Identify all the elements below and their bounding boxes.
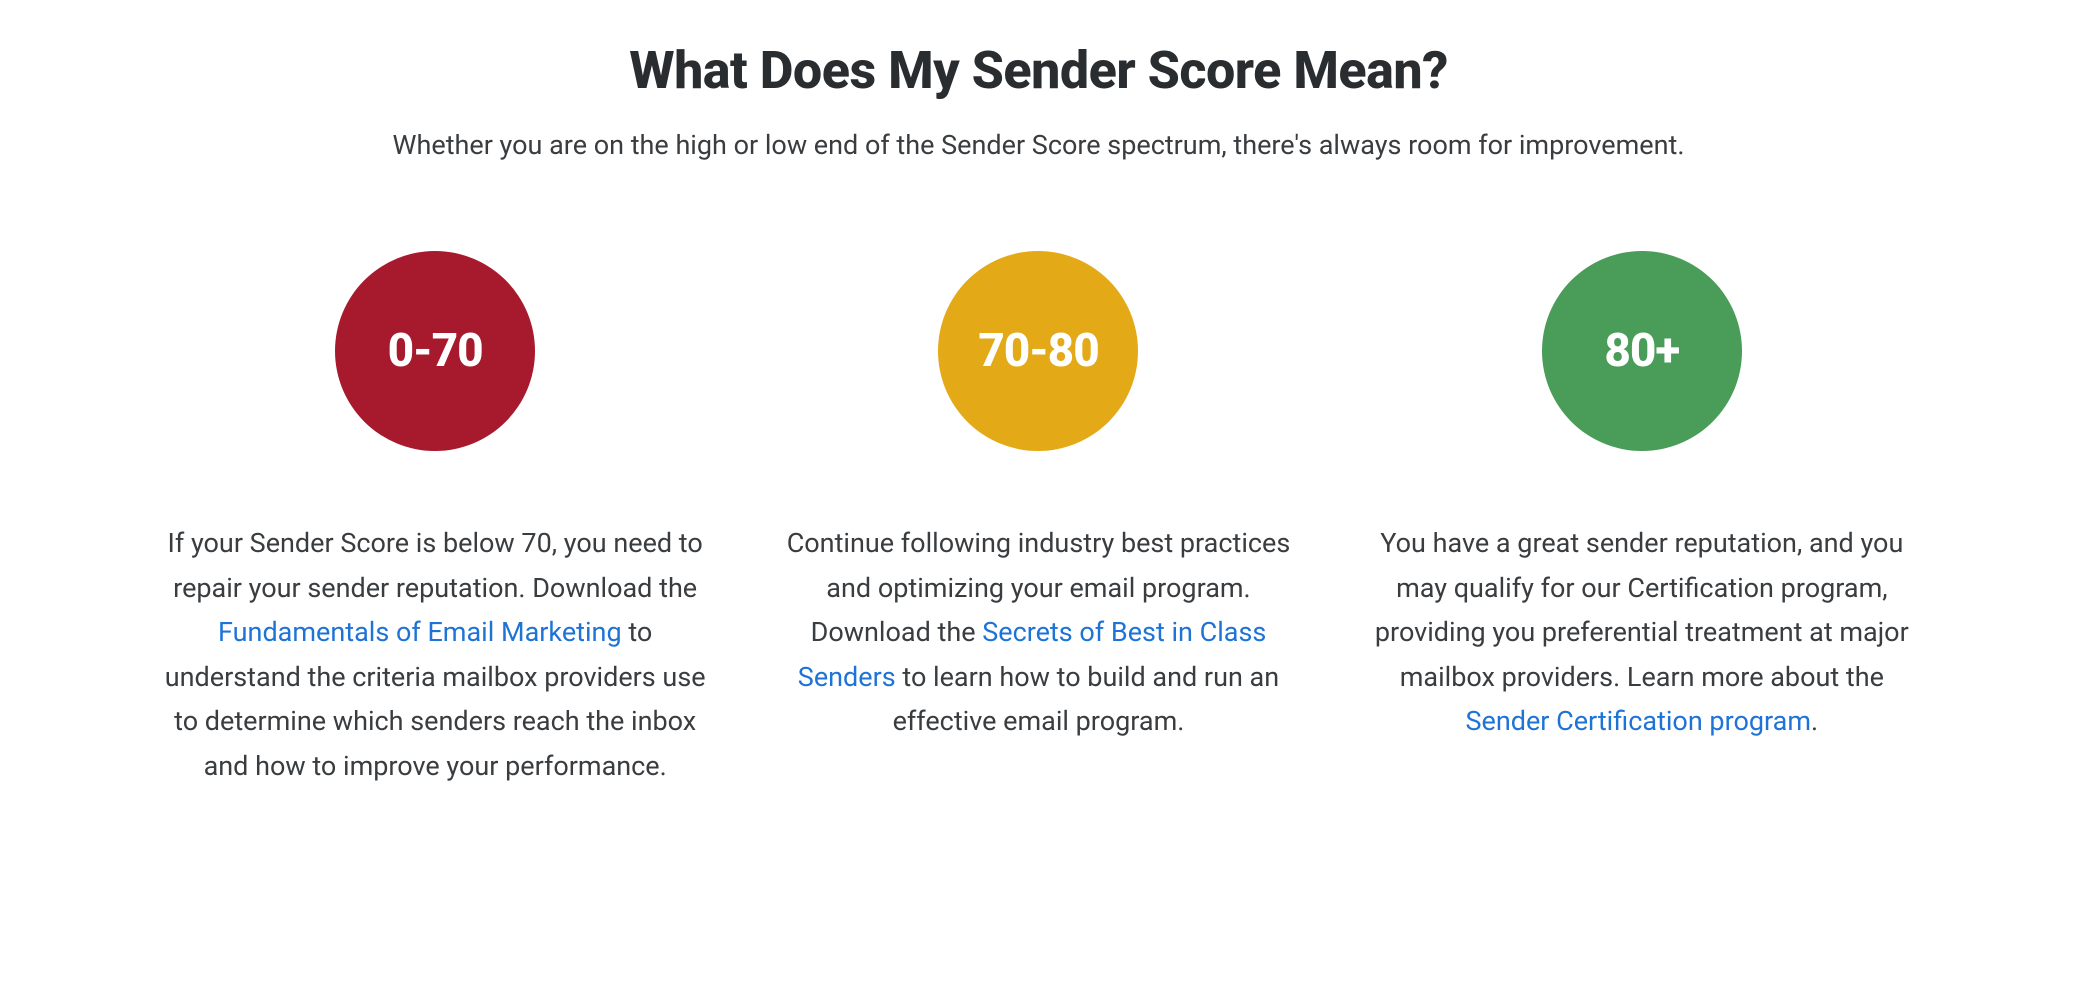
desc-text-before: You have a great sender reputation, and … <box>1375 527 1909 693</box>
score-column-mid: 70-80 Continue following industry best p… <box>767 251 1310 788</box>
score-badge-low: 0-70 <box>335 251 535 451</box>
desc-text-after: . <box>1811 705 1818 737</box>
desc-text-before: If your Sender Score is below 70, you ne… <box>168 527 703 604</box>
link-certification[interactable]: Sender Certification program <box>1465 705 1811 737</box>
header-section: What Does My Sender Score Mean? Whether … <box>60 40 2017 161</box>
score-badge-mid: 70-80 <box>938 251 1138 451</box>
score-columns: 0-70 If your Sender Score is below 70, y… <box>164 251 1914 788</box>
desc-text-after: to learn how to build and run an effecti… <box>893 661 1280 738</box>
page-subtitle: Whether you are on the high or low end o… <box>60 129 2017 161</box>
page-title: What Does My Sender Score Mean? <box>60 40 2017 101</box>
score-badge-high: 80+ <box>1542 251 1742 451</box>
score-description-mid: Continue following industry best practic… <box>767 521 1310 744</box>
score-description-low: If your Sender Score is below 70, you ne… <box>164 521 707 788</box>
score-column-high: 80+ You have a great sender reputation, … <box>1370 251 1913 788</box>
link-fundamentals[interactable]: Fundamentals of Email Marketing <box>218 616 622 648</box>
score-column-low: 0-70 If your Sender Score is below 70, y… <box>164 251 707 788</box>
score-description-high: You have a great sender reputation, and … <box>1370 521 1913 744</box>
